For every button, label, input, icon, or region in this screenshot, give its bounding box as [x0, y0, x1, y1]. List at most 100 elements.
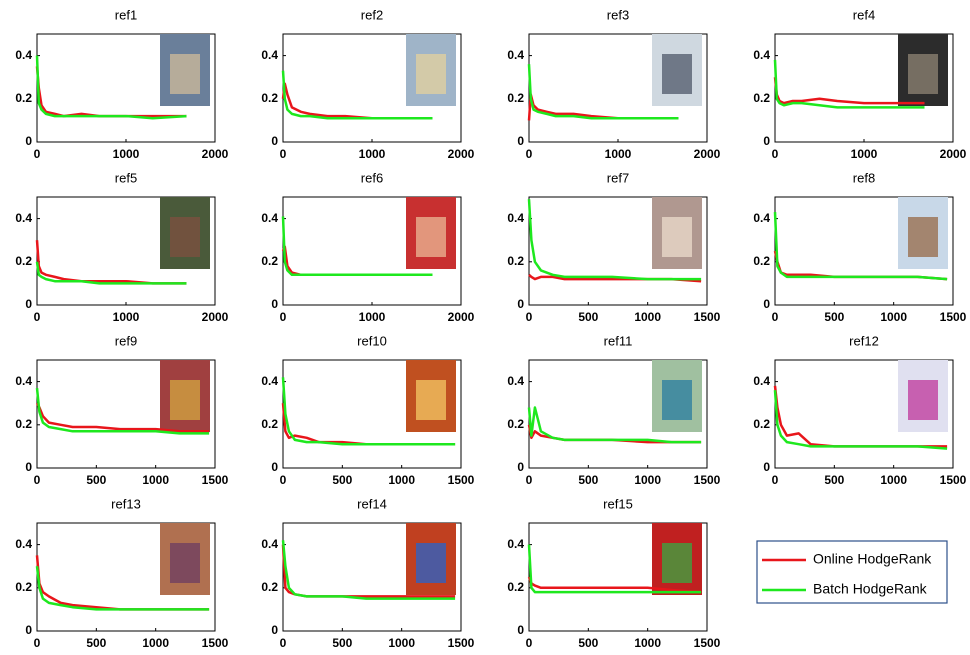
- x-tick-label: 0: [526, 310, 533, 324]
- chart-title: ref1: [115, 7, 137, 22]
- x-tick-label: 2000: [202, 147, 229, 161]
- y-tick-label: 0.4: [261, 48, 278, 62]
- y-tick-label: 0.2: [507, 91, 524, 105]
- y-tick-label: 0.2: [261, 580, 278, 594]
- x-tick-label: 1000: [113, 310, 140, 324]
- thumbnail-detail: [662, 54, 692, 94]
- y-tick-label: 0.4: [507, 374, 524, 388]
- chart-title: ref5: [115, 170, 137, 185]
- x-tick-label: 0: [34, 636, 41, 650]
- chart-title: ref11: [604, 333, 633, 348]
- y-tick-label: 0: [763, 297, 770, 311]
- x-tick-label: 2000: [448, 310, 475, 324]
- thumbnail-detail: [908, 54, 938, 94]
- x-tick-label: 500: [86, 473, 106, 487]
- x-tick-label: 500: [824, 473, 844, 487]
- x-tick-label: 0: [526, 147, 533, 161]
- legend-label: Batch HodgeRank: [813, 581, 928, 597]
- y-tick-label: 0: [517, 134, 524, 148]
- chart-title: ref14: [357, 496, 387, 511]
- page: ref100.20.4010002000ref200.20.4010002000…: [0, 0, 970, 655]
- x-tick-label: 1000: [880, 310, 907, 324]
- y-tick-label: 0.2: [15, 580, 32, 594]
- chart-title: ref10: [357, 333, 387, 348]
- thumbnail-detail: [908, 217, 938, 257]
- y-tick-label: 0.4: [753, 211, 770, 225]
- chart-title: ref15: [603, 496, 633, 511]
- y-tick-label: 0: [517, 623, 524, 637]
- chart-title: ref7: [607, 170, 629, 185]
- y-tick-label: 0.2: [507, 417, 524, 431]
- chart-title: ref6: [361, 170, 383, 185]
- x-tick-label: 0: [526, 473, 533, 487]
- x-tick-label: 0: [34, 147, 41, 161]
- y-tick-label: 0.4: [753, 48, 770, 62]
- y-tick-label: 0: [271, 460, 278, 474]
- x-tick-label: 1000: [142, 636, 169, 650]
- y-tick-label: 0: [25, 623, 32, 637]
- chart-title: ref9: [115, 333, 137, 348]
- x-tick-label: 2000: [694, 147, 721, 161]
- thumbnail-detail: [170, 54, 200, 94]
- y-tick-label: 0: [25, 460, 32, 474]
- x-tick-label: 1500: [448, 636, 475, 650]
- x-tick-label: 1000: [359, 147, 386, 161]
- chart-title: ref8: [853, 170, 875, 185]
- chart-title: ref12: [849, 333, 879, 348]
- thumbnail-detail: [416, 543, 446, 583]
- y-tick-label: 0.4: [15, 537, 32, 551]
- x-tick-label: 500: [86, 636, 106, 650]
- thumbnail-detail: [662, 217, 692, 257]
- x-tick-label: 1000: [605, 147, 632, 161]
- x-tick-label: 1500: [694, 636, 721, 650]
- x-tick-label: 500: [578, 473, 598, 487]
- thumbnail-detail: [170, 543, 200, 583]
- x-tick-label: 0: [772, 473, 779, 487]
- x-tick-label: 1000: [634, 473, 661, 487]
- x-tick-label: 2000: [940, 147, 967, 161]
- y-tick-label: 0.4: [507, 48, 524, 62]
- x-tick-label: 0: [526, 636, 533, 650]
- x-tick-label: 1500: [940, 310, 967, 324]
- x-tick-label: 2000: [448, 147, 475, 161]
- thumbnail-detail: [170, 217, 200, 257]
- y-tick-label: 0.2: [15, 417, 32, 431]
- y-tick-label: 0.2: [753, 417, 770, 431]
- y-tick-label: 0.2: [507, 580, 524, 594]
- chart-title: ref2: [361, 7, 383, 22]
- y-tick-label: 0.2: [261, 91, 278, 105]
- y-tick-label: 0: [517, 460, 524, 474]
- x-tick-label: 0: [280, 310, 287, 324]
- y-tick-label: 0.4: [507, 537, 524, 551]
- y-tick-label: 0.2: [753, 91, 770, 105]
- y-tick-label: 0.2: [261, 254, 278, 268]
- y-tick-label: 0.4: [261, 374, 278, 388]
- y-tick-label: 0: [25, 297, 32, 311]
- y-tick-label: 0.4: [753, 374, 770, 388]
- y-tick-label: 0.4: [15, 211, 32, 225]
- x-tick-label: 0: [772, 310, 779, 324]
- thumbnail-detail: [170, 380, 200, 420]
- x-tick-label: 1500: [694, 310, 721, 324]
- x-tick-label: 0: [280, 636, 287, 650]
- thumbnail-detail: [662, 380, 692, 420]
- x-tick-label: 1500: [448, 473, 475, 487]
- legend-label: Online HodgeRank: [813, 551, 932, 567]
- chart-grid: ref100.20.4010002000ref200.20.4010002000…: [0, 0, 970, 655]
- thumbnail-detail: [662, 543, 692, 583]
- chart-title: ref4: [853, 7, 875, 22]
- y-tick-label: 0.2: [507, 254, 524, 268]
- y-tick-label: 0.4: [15, 48, 32, 62]
- x-tick-label: 1500: [940, 473, 967, 487]
- y-tick-label: 0.2: [15, 254, 32, 268]
- y-tick-label: 0: [517, 297, 524, 311]
- y-tick-label: 0.2: [15, 91, 32, 105]
- x-tick-label: 1000: [634, 310, 661, 324]
- thumbnail-detail: [416, 217, 446, 257]
- x-tick-label: 500: [578, 310, 598, 324]
- x-tick-label: 1500: [202, 473, 229, 487]
- x-tick-label: 500: [332, 636, 352, 650]
- x-tick-label: 500: [332, 473, 352, 487]
- x-tick-label: 0: [280, 473, 287, 487]
- x-tick-label: 1000: [388, 473, 415, 487]
